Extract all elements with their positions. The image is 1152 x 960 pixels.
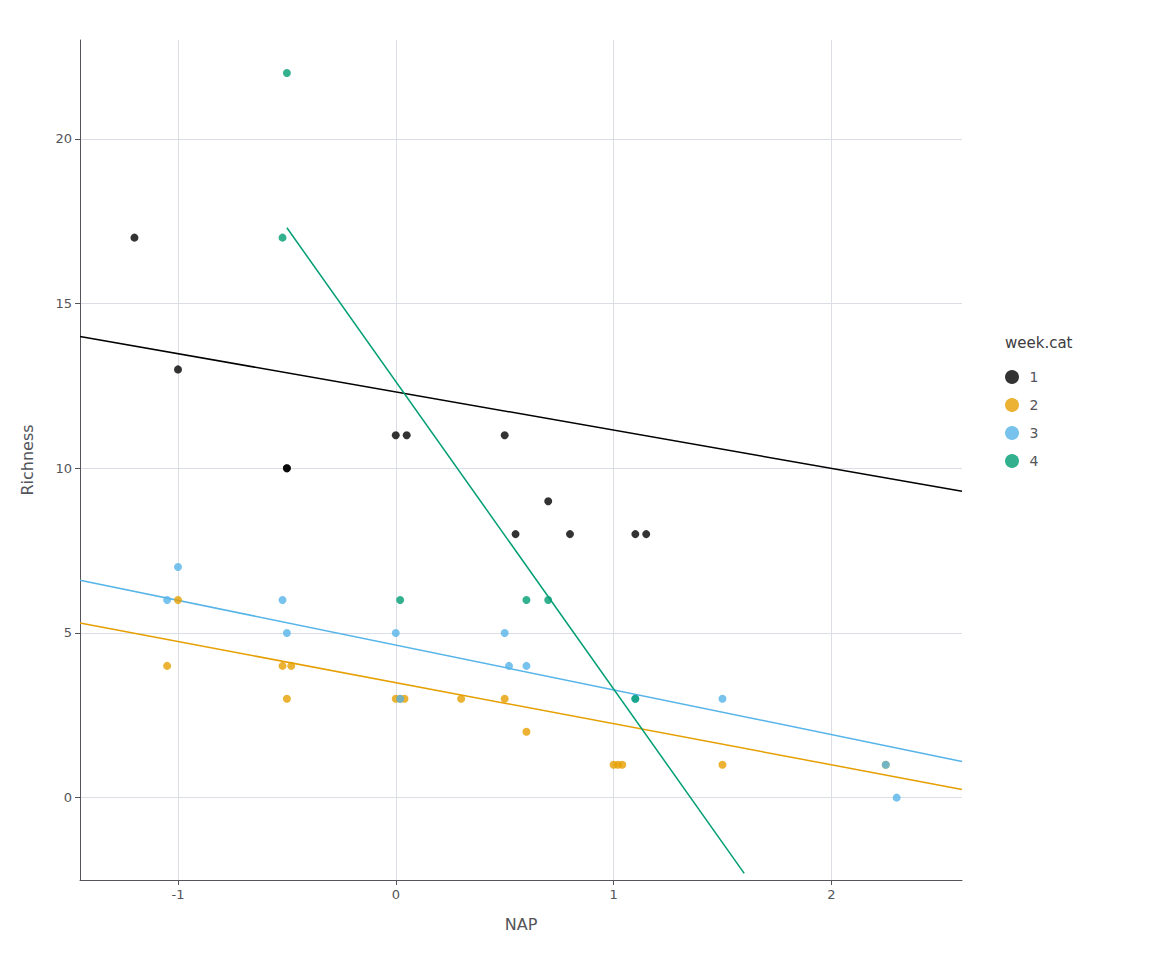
svg-text:10: 10 (55, 461, 72, 476)
svg-text:-1: -1 (172, 887, 185, 902)
svg-text:Richness: Richness (18, 424, 37, 495)
svg-text:20: 20 (55, 131, 72, 146)
svg-text:week.cat: week.cat (1005, 334, 1073, 352)
svg-text:15: 15 (55, 296, 72, 311)
svg-text:4: 4 (1030, 453, 1039, 469)
svg-text:5: 5 (64, 625, 72, 640)
svg-text:2: 2 (1030, 397, 1039, 413)
svg-text:2: 2 (827, 887, 835, 902)
svg-text:NAP: NAP (505, 915, 538, 934)
svg-text:0: 0 (64, 790, 72, 805)
svg-text:1: 1 (1030, 369, 1039, 385)
svg-text:1: 1 (609, 887, 617, 902)
svg-text:0: 0 (392, 887, 400, 902)
svg-text:3: 3 (1030, 425, 1039, 441)
